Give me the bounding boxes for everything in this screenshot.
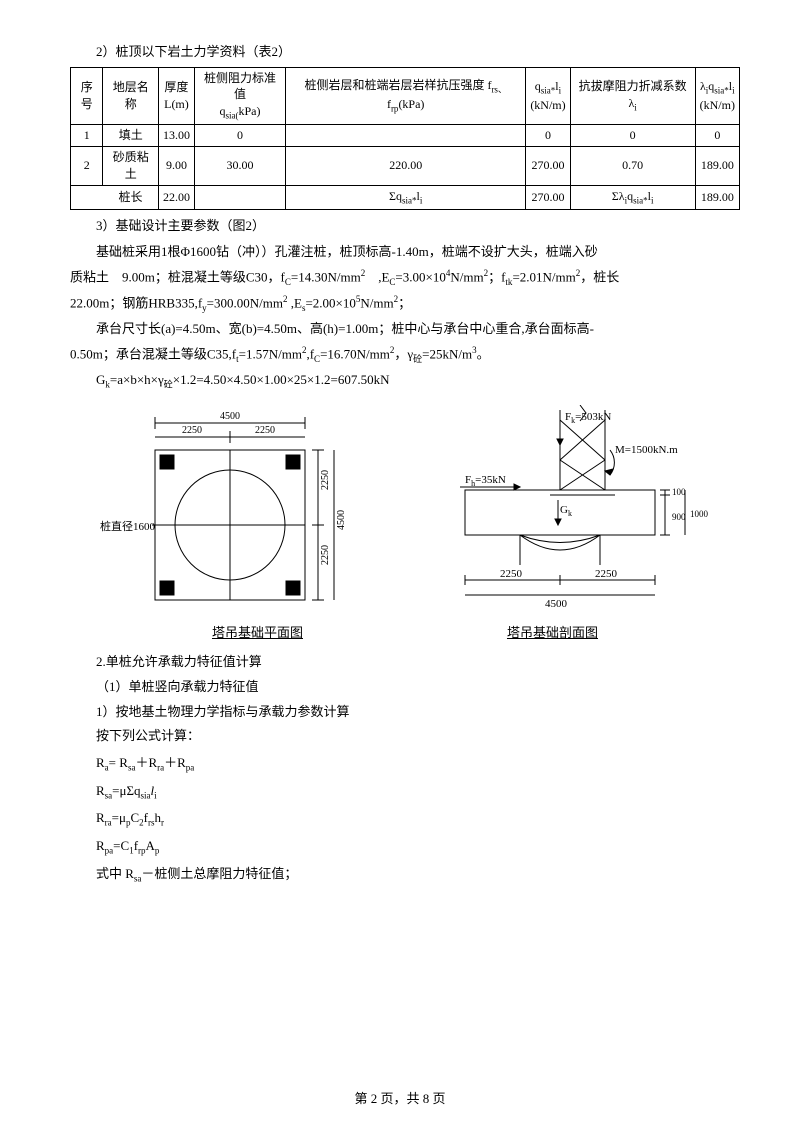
formula-note: 式中 Rsa－桩侧土总摩阻力特征值； (70, 862, 740, 888)
table-footer: 桩长 22.00 Σqsia*li 270.00 Σλiqsia*li 189.… (71, 185, 740, 209)
svg-text:2250: 2250 (320, 470, 331, 490)
svg-text:2250: 2250 (255, 425, 275, 436)
svg-text:2250: 2250 (182, 425, 202, 436)
formula: Rsa=μΣqsiali (70, 779, 740, 805)
diagram-row: 4500 2250 2250 2250 (70, 405, 740, 615)
col-stratum: 地层名称 (103, 67, 158, 125)
page-number: 第 2 页，共 8 页 (0, 1087, 800, 1112)
svg-text:4500: 4500 (545, 598, 568, 610)
svg-text:桩直径1600: 桩直径1600 (100, 519, 155, 533)
paragraph: 22.00m；钢筋HRB335,fy=300.00N/mm2 ,Es=2.00×… (70, 291, 740, 317)
plan-caption: 塔吊基础平面图 (212, 621, 303, 646)
heading-2-1-1: 1）按地基土物理力学指标与承载力参数计算 (70, 700, 740, 725)
heading-2-1: （1）单桩竖向承载力特征值 (70, 675, 740, 700)
paragraph: 基础桩采用1根Φ1600钻（冲））孔灌注桩，桩顶标高-1.40m，桩端不设扩大头… (70, 240, 740, 265)
heading-2: 2.单桩允许承载力特征值计算 (70, 650, 740, 675)
geo-table: 序号 地层名称 厚度L(m) 桩侧阻力标准值 qsia(kPa) 桩侧岩层和桩端… (70, 67, 740, 210)
col-seq: 序号 (71, 67, 103, 125)
svg-text:2250: 2250 (595, 568, 618, 580)
col-side-res: 桩侧阻力标准值 qsia(kPa) (194, 67, 285, 125)
svg-text:4500: 4500 (336, 510, 347, 530)
paragraph: 质粘土 9.00m；桩混凝土等级C30，fC=14.30N/mm2 ,EC=3.… (70, 265, 740, 291)
paragraph: 0.50m；承台混凝土等级C35,ft=1.57N/mm2,fC=16.70N/… (70, 342, 740, 368)
svg-text:2250: 2250 (320, 545, 331, 565)
section2-title: 2）桩顶以下岩土力学资料（表2） (70, 40, 740, 65)
plan-diagram: 4500 2250 2250 2250 (100, 405, 350, 615)
paragraph: Gk=a×b×h×γ砼×1.2=4.50×4.50×1.00×25×1.2=60… (70, 368, 740, 394)
svg-text:1000: 1000 (690, 509, 709, 519)
section-caption: 塔吊基础剖面图 (507, 621, 598, 646)
svg-text:Gk: Gk (560, 504, 572, 518)
formula: Ra= Rsa＋Rra＋Rpa (70, 751, 740, 777)
col-qli: qsia*li (kN/m) (526, 67, 570, 125)
col-rock: 桩侧岩层和桩端岩层岩样抗压强度 frs、frp(kPa) (286, 67, 526, 125)
svg-text:Fk=503kN: Fk=503kN (565, 411, 611, 425)
svg-text:4500: 4500 (220, 411, 240, 422)
section3-title: 3）基础设计主要参数（图2） (70, 214, 740, 239)
table-row: 2 砂质粘土 9.00 30.00 220.00 270.00 0.70 189… (71, 147, 740, 186)
svg-text:Fh=35kN: Fh=35kN (465, 474, 506, 488)
svg-text:M=1500kN.m: M=1500kN.m (615, 444, 678, 456)
formula: Rra=μpC2frshr (70, 806, 740, 832)
svg-text:100: 100 (672, 487, 686, 497)
col-lambda: 抗拔摩阻力折减系数 λi (570, 67, 695, 125)
paragraph: 承台尺寸长(a)=4.50m、宽(b)=4.50m、高(h)=1.00m；桩中心… (70, 317, 740, 342)
caption-row: 塔吊基础平面图 塔吊基础剖面图 (70, 621, 740, 646)
formula: Rpa=C1frpAp (70, 834, 740, 860)
svg-text:900: 900 (672, 512, 686, 522)
calc-intro: 按下列公式计算： (70, 724, 740, 749)
svg-text:2250: 2250 (500, 568, 523, 580)
section-diagram: Fk=503kN M=1500kN.m Fh=35kN Gk 100 (410, 405, 710, 615)
col-thickness: 厚度L(m) (158, 67, 194, 125)
table-row: 1 填土 13.00 0 0 0 0 (71, 125, 740, 147)
col-lamq: λiqsia*li (kN/m) (695, 67, 739, 125)
